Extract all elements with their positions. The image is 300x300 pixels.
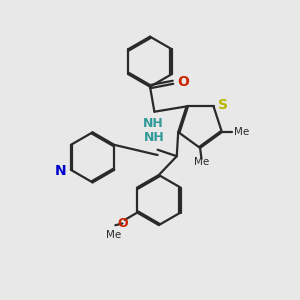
Text: NH: NH xyxy=(144,131,164,144)
Text: NH: NH xyxy=(142,117,163,130)
Text: O: O xyxy=(117,217,128,230)
Text: Me: Me xyxy=(106,230,122,240)
Text: Me: Me xyxy=(234,127,249,137)
Text: S: S xyxy=(218,98,228,112)
Text: N: N xyxy=(55,164,67,178)
Text: O: O xyxy=(177,75,189,89)
Text: Me: Me xyxy=(194,158,209,167)
